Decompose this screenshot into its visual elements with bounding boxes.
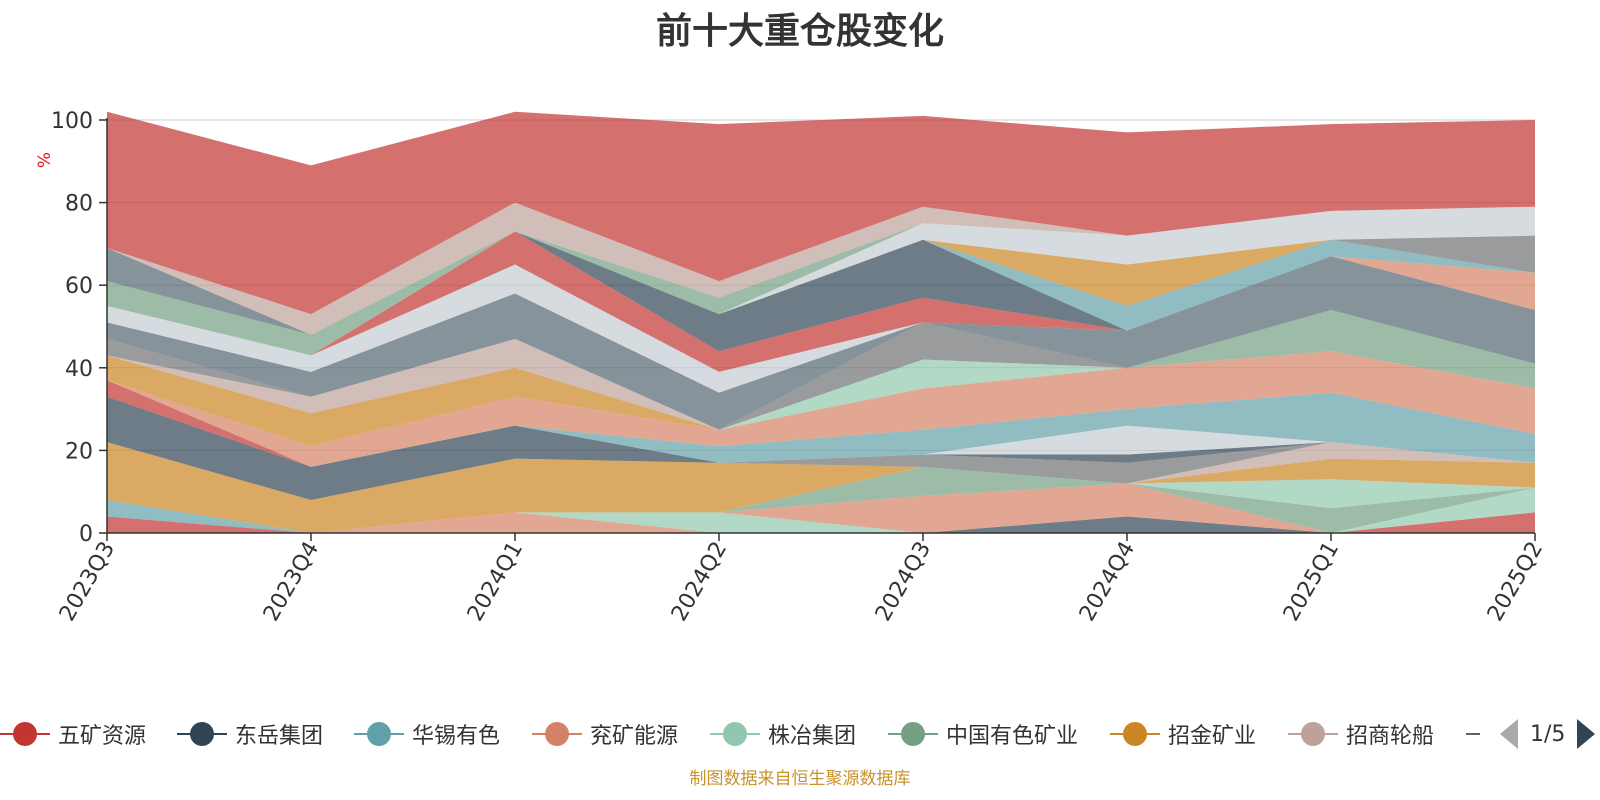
y-tick-label: 0: [79, 522, 93, 547]
legend-overflow-marker-icon: [1466, 733, 1480, 735]
area-series-19: [107, 351, 1535, 447]
area-series-25: [107, 256, 1535, 393]
x-tick-label: 2024Q3: [871, 538, 936, 626]
area-series-13: [107, 442, 1535, 500]
area-series-24: [107, 256, 1535, 430]
legend-label: 中国有色矿业: [946, 724, 1079, 749]
legend-label: 华锡有色: [412, 724, 501, 749]
x-tick-label: 2025Q1: [1279, 538, 1344, 626]
legend-prev-arrow-icon[interactable]: [1500, 719, 1518, 749]
legend-label: 兖矿能源: [590, 724, 679, 749]
area-series-36: [107, 111, 1535, 315]
area-series-31: [107, 231, 1535, 356]
x-tick-label: 2024Q1: [463, 538, 528, 626]
area-series-26: [107, 231, 1535, 372]
area-series-17: [107, 380, 1535, 467]
legend-marker-icon: [710, 721, 760, 747]
legend-marker-icon: [177, 721, 227, 747]
legend-item[interactable]: 兖矿能源: [532, 716, 678, 752]
area-series-4: [107, 487, 1535, 533]
legend-pager: 1/5: [1500, 716, 1596, 752]
legend-marker-icon: [1110, 721, 1160, 747]
legend-marker-icon: [0, 721, 50, 747]
legend-next-arrow-icon[interactable]: [1577, 719, 1596, 749]
area-series-30: [107, 231, 1535, 356]
legend-label: 株冶集团: [768, 724, 857, 749]
y-tick-label: 20: [65, 439, 93, 464]
legend-marker-icon: [1288, 721, 1338, 747]
x-tick-label: 2025Q2: [1483, 538, 1548, 626]
area-series-6: [107, 466, 1535, 533]
x-tick-label: 2023Q3: [55, 538, 120, 626]
legend-label: 五矿资源: [58, 724, 147, 749]
area-series-5: [107, 483, 1535, 533]
area-layer: [107, 111, 1535, 533]
legend-label: 招商轮船: [1346, 724, 1435, 749]
y-tick-label: 80: [65, 192, 93, 217]
area-series-33: [107, 206, 1535, 356]
y-tick-label: 60: [65, 274, 93, 299]
source-note: 制图数据来自恒生聚源数据库: [689, 769, 911, 789]
area-series-27: [107, 231, 1535, 356]
legend-marker-icon: [888, 721, 938, 747]
legend-item[interactable]: 招商轮船: [1288, 716, 1434, 752]
legend-item[interactable]: 华锡有色: [354, 716, 500, 752]
legend-page-indicator: 1/5: [1530, 721, 1566, 747]
area-series-0: [107, 512, 1535, 533]
area-series-8: [107, 442, 1535, 533]
area-series-32: [107, 206, 1535, 356]
legend-item[interactable]: 株冶集团: [710, 716, 856, 752]
y-tick-label: 100: [51, 109, 93, 134]
legend-item[interactable]: 中国有色矿业: [888, 716, 1078, 752]
area-series-2: [107, 499, 1535, 533]
y-axis-label: %: [35, 152, 55, 168]
legend-item[interactable]: 五矿资源: [0, 716, 146, 752]
legend-item[interactable]: 东岳集团: [177, 716, 323, 752]
x-tick-label: 2024Q4: [1075, 538, 1140, 626]
y-tick-label: 40: [65, 357, 93, 382]
area-series-14: [107, 425, 1535, 500]
legend-marker-icon: [354, 721, 404, 747]
legend-label: 招金矿业: [1168, 724, 1257, 749]
area-series-3: [107, 499, 1535, 533]
area-series-35: [107, 202, 1535, 335]
legend-label: 东岳集团: [235, 724, 324, 749]
legend-item[interactable]: 招金矿业: [1110, 716, 1256, 752]
area-series-21: [107, 338, 1535, 430]
area-series-7: [107, 466, 1535, 533]
legend-marker-icon: [532, 721, 582, 747]
x-tick-label: 2024Q2: [667, 538, 732, 626]
legend: 1/5 五矿资源 东岳集团 华锡有色 兖矿能源 株冶集团 中国有色矿业 招金矿业 招商轮船: [0, 716, 1600, 752]
chart-title: 前十大重仓股变化: [655, 11, 944, 52]
x-tick-label: 2023Q4: [259, 538, 324, 626]
